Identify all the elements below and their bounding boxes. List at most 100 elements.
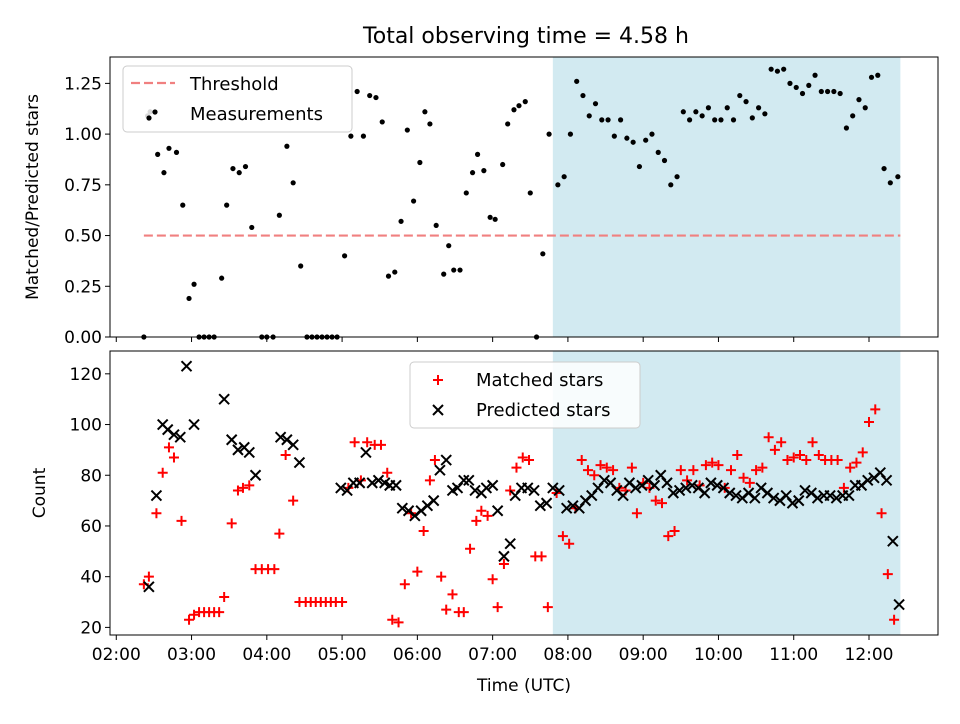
data-point <box>249 224 255 231</box>
data-point <box>589 470 600 481</box>
data-point <box>686 479 698 492</box>
data-point <box>393 617 404 628</box>
bottom-series-x <box>143 360 905 611</box>
data-point <box>875 72 881 78</box>
data-point <box>236 170 242 176</box>
top-series-dot <box>141 66 901 340</box>
data-point <box>276 212 282 218</box>
data-point <box>711 479 723 492</box>
data-point <box>173 149 180 155</box>
data-point <box>608 465 619 476</box>
y-tick-label: 0.75 <box>64 176 102 196</box>
data-point <box>657 498 667 509</box>
data-point <box>882 569 893 580</box>
data-point <box>567 131 574 137</box>
data-point <box>163 442 174 453</box>
data-point <box>668 182 674 188</box>
x-tick-label: 04:00 <box>242 645 291 665</box>
x-tick-label: 08:00 <box>543 645 592 665</box>
data-point <box>143 571 154 582</box>
x-tick-label: 10:00 <box>694 645 743 665</box>
data-point <box>219 275 225 281</box>
data-point <box>870 404 881 415</box>
data-point <box>534 499 547 512</box>
y-tick-label: 100 <box>70 416 102 436</box>
data-point <box>669 526 680 537</box>
data-point <box>598 474 610 487</box>
data-point <box>757 462 768 473</box>
x-tick-label: 05:00 <box>318 645 367 665</box>
data-point <box>845 462 856 473</box>
data-point <box>648 479 661 492</box>
data-point <box>675 465 686 476</box>
data-point <box>188 418 200 431</box>
data-point <box>457 267 463 273</box>
data-point <box>362 437 373 448</box>
data-point <box>230 165 236 172</box>
data-point <box>517 452 528 463</box>
data-point <box>524 455 535 466</box>
data-point <box>837 90 843 97</box>
y-tick-label: 120 <box>70 365 102 385</box>
bottom-y-axis-label: Count <box>30 467 50 518</box>
data-point <box>480 482 493 494</box>
bottom-axes-frame <box>109 350 939 636</box>
data-point <box>382 467 393 478</box>
data-point <box>555 182 561 188</box>
data-point <box>226 518 237 529</box>
data-point <box>498 550 510 563</box>
data-point <box>379 119 385 125</box>
legend-threshold-label: Threshold <box>189 74 279 95</box>
data-point <box>424 475 435 486</box>
data-point <box>447 589 458 600</box>
data-point <box>214 607 225 618</box>
data-point <box>601 462 612 473</box>
data-point <box>812 72 818 78</box>
data-point <box>630 139 636 145</box>
data-point <box>850 113 856 119</box>
data-point <box>730 117 737 123</box>
data-point <box>586 113 592 119</box>
data-point <box>699 113 705 119</box>
data-point <box>451 267 457 273</box>
data-point <box>427 121 433 127</box>
data-point <box>481 168 487 174</box>
data-point <box>441 604 452 615</box>
data-point <box>274 431 287 443</box>
data-point <box>225 434 238 446</box>
data-point <box>626 462 637 473</box>
data-point <box>749 115 755 121</box>
data-point <box>887 535 899 547</box>
data-point <box>864 417 874 427</box>
data-point <box>353 477 366 489</box>
data-point <box>788 452 799 463</box>
y-tick-label: 1.00 <box>64 125 102 145</box>
data-point <box>348 133 354 139</box>
data-point <box>244 480 255 491</box>
data-point <box>557 531 568 542</box>
data-point <box>724 105 730 111</box>
data-point <box>471 515 482 526</box>
data-point <box>756 105 762 111</box>
data-point <box>667 487 679 499</box>
data-point <box>522 482 534 494</box>
data-point <box>724 487 736 499</box>
data-point <box>249 469 262 481</box>
data-point <box>528 484 540 497</box>
data-point <box>511 462 522 473</box>
data-point <box>280 449 291 460</box>
data-point <box>705 477 717 489</box>
data-point <box>768 66 774 72</box>
data-point <box>287 439 299 451</box>
data-point <box>857 447 868 458</box>
data-point <box>354 88 360 95</box>
top-shaded-interval <box>552 57 901 337</box>
data-point <box>782 455 793 466</box>
data-point <box>730 489 742 502</box>
data-point <box>744 477 755 488</box>
data-point <box>441 271 447 277</box>
data-point <box>738 472 749 483</box>
data-point <box>776 437 787 448</box>
data-point <box>390 479 402 492</box>
data-point <box>469 170 476 176</box>
